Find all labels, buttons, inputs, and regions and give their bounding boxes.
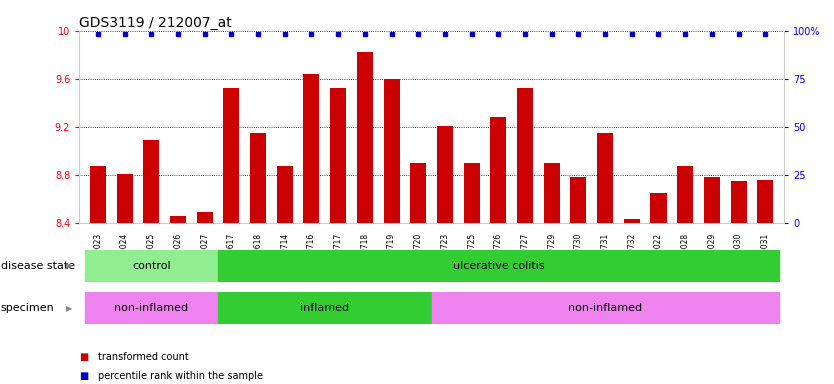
Bar bbox=[277, 166, 293, 384]
Bar bbox=[218, 250, 779, 282]
Bar bbox=[490, 117, 506, 384]
Bar bbox=[197, 212, 213, 384]
Text: inflamed: inflamed bbox=[300, 303, 349, 313]
Text: ■: ■ bbox=[79, 352, 88, 362]
Bar bbox=[84, 250, 218, 282]
Bar bbox=[544, 163, 560, 384]
Bar bbox=[117, 174, 133, 384]
Bar bbox=[597, 133, 613, 384]
Bar bbox=[384, 79, 399, 384]
Text: non-inflamed: non-inflamed bbox=[568, 303, 642, 313]
Bar bbox=[624, 219, 640, 384]
Bar bbox=[677, 166, 693, 384]
Bar bbox=[304, 74, 319, 384]
Text: ulcerative colitis: ulcerative colitis bbox=[453, 261, 544, 271]
Bar bbox=[704, 177, 720, 384]
Bar bbox=[757, 180, 773, 384]
Text: transformed count: transformed count bbox=[98, 352, 188, 362]
Text: specimen: specimen bbox=[1, 303, 54, 313]
Text: disease state: disease state bbox=[1, 261, 75, 271]
Bar bbox=[170, 215, 186, 384]
Text: control: control bbox=[132, 261, 171, 271]
Bar bbox=[250, 133, 266, 384]
Bar bbox=[90, 166, 106, 384]
Bar bbox=[437, 126, 453, 384]
Text: percentile rank within the sample: percentile rank within the sample bbox=[98, 371, 263, 381]
Bar bbox=[410, 163, 426, 384]
Bar bbox=[84, 292, 218, 324]
Bar bbox=[218, 292, 432, 324]
Text: non-inflamed: non-inflamed bbox=[114, 303, 188, 313]
Bar bbox=[517, 88, 533, 384]
Text: GDS3119 / 212007_at: GDS3119 / 212007_at bbox=[79, 16, 232, 30]
Text: ▶: ▶ bbox=[66, 262, 73, 270]
Bar bbox=[464, 163, 480, 384]
Bar bbox=[570, 177, 586, 384]
Bar bbox=[330, 88, 346, 384]
Bar bbox=[357, 52, 373, 384]
Text: ■: ■ bbox=[79, 371, 88, 381]
Bar bbox=[143, 140, 159, 384]
Bar bbox=[432, 292, 779, 324]
Bar bbox=[651, 193, 666, 384]
Bar bbox=[731, 181, 746, 384]
Text: ▶: ▶ bbox=[66, 304, 73, 313]
Bar bbox=[224, 88, 239, 384]
